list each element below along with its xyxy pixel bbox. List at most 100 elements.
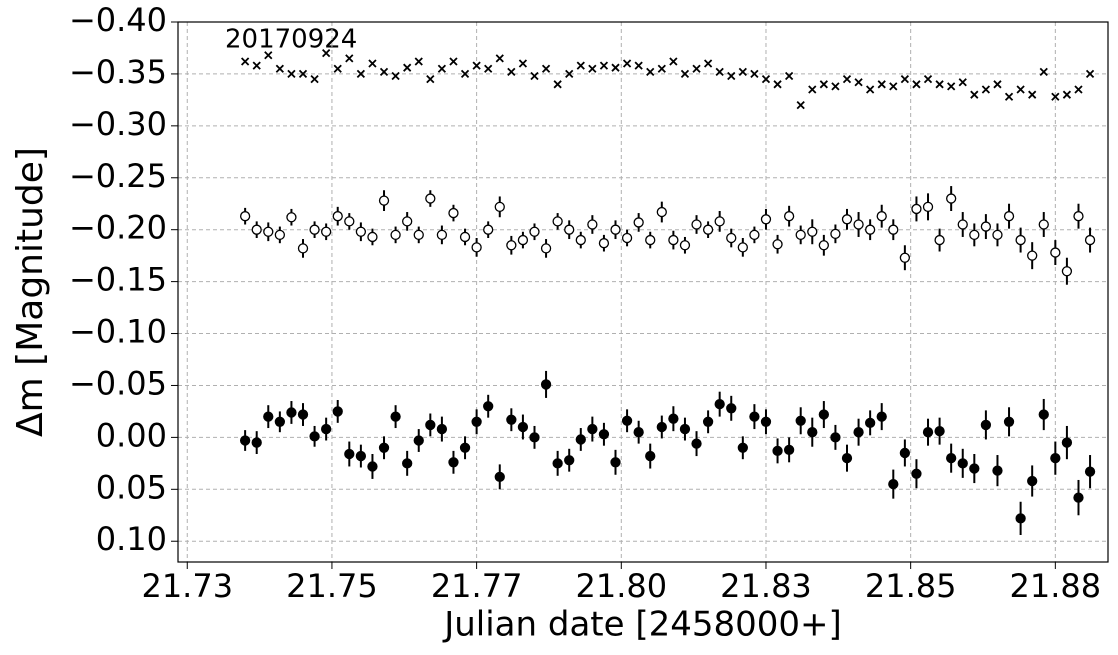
x-tick-label: 21.80 — [575, 567, 667, 605]
open-circle-marker — [760, 214, 772, 225]
x-axis-label: Julian date [2458000+] — [442, 605, 842, 645]
open-circle-marker — [633, 217, 644, 228]
circle-marker — [749, 411, 760, 422]
cross-marker — [669, 57, 678, 66]
circle-marker — [506, 414, 517, 425]
cross-marker — [947, 82, 956, 91]
cross-marker — [958, 78, 967, 87]
cross-marker — [356, 69, 366, 79]
open-circle-marker — [899, 252, 911, 263]
open-circle-marker — [749, 229, 760, 241]
cross-marker — [391, 71, 400, 81]
cross-marker — [622, 59, 632, 68]
cross-marker — [414, 57, 423, 66]
circle-marker — [633, 427, 644, 438]
open-circle-marker — [575, 234, 586, 246]
circle-marker — [922, 427, 934, 438]
cross-marker — [634, 61, 643, 70]
circle-marker — [564, 455, 575, 466]
cross-marker — [854, 78, 863, 87]
cross-marker — [287, 69, 296, 79]
cross-marker — [275, 64, 284, 73]
cross-marker — [472, 61, 481, 70]
open-circle-marker — [1038, 219, 1049, 230]
circle-marker — [621, 415, 633, 426]
open-circle-marker — [645, 234, 656, 246]
circle-marker — [1027, 475, 1038, 487]
circle-marker — [807, 427, 818, 438]
cross-marker — [1028, 90, 1037, 99]
circle-marker — [830, 432, 841, 443]
cross-marker — [1074, 85, 1083, 94]
cross-marker — [750, 69, 759, 79]
y-tick-label: −0.30 — [69, 105, 167, 143]
open-circle-marker — [830, 228, 841, 239]
cross-marker — [507, 67, 516, 76]
cross-marker — [1039, 67, 1048, 76]
open-circle-marker — [239, 211, 251, 222]
y-tick-label: −0.15 — [69, 261, 167, 299]
y-tick-label: 0.05 — [96, 468, 167, 506]
open-circle-marker — [957, 219, 968, 230]
open-circle-marker — [355, 226, 367, 237]
circle-marker — [795, 415, 806, 426]
cross-marker — [530, 71, 539, 81]
open-circle-marker — [517, 234, 529, 246]
circle-marker — [1038, 409, 1049, 420]
cross-marker — [784, 71, 794, 81]
cross-marker — [808, 85, 817, 94]
circle-marker — [668, 413, 679, 424]
open-circle-marker — [841, 214, 853, 225]
circle-marker — [969, 463, 980, 474]
cross-marker — [426, 74, 435, 84]
cross-marker — [333, 64, 342, 73]
cross-marker — [1085, 69, 1095, 79]
cross-marker — [912, 80, 921, 89]
cross-marker — [761, 74, 771, 84]
cross-marker — [599, 61, 609, 70]
circle-marker — [864, 417, 876, 428]
plot-frame — [177, 21, 1109, 563]
cross-marker — [773, 80, 782, 89]
cross-marker — [981, 85, 991, 94]
y-tick-label: −0.05 — [69, 364, 167, 402]
circle-marker — [239, 435, 251, 446]
open-circle-marker — [818, 240, 829, 251]
cross-marker — [541, 64, 551, 73]
circle-marker — [286, 407, 297, 418]
circle-marker — [425, 419, 436, 431]
circle-marker — [679, 423, 691, 435]
open-circle-marker — [1073, 211, 1084, 222]
open-circle-marker — [969, 229, 980, 241]
circle-marker — [714, 399, 725, 410]
open-circle-marker — [251, 224, 262, 235]
circle-marker — [1003, 416, 1015, 427]
x-tick-label: 21.88 — [1010, 567, 1102, 605]
open-circle-marker — [911, 203, 922, 215]
y-axis-label: Δm [Magnitude] — [10, 147, 51, 437]
cross-marker — [703, 59, 713, 68]
circle-marker — [934, 426, 945, 437]
open-circle-marker — [448, 207, 459, 219]
x-tick-label: 21.83 — [720, 567, 812, 605]
open-circle-marker — [540, 243, 552, 254]
circle-marker — [517, 421, 529, 433]
circle-marker — [702, 416, 714, 427]
open-circle-marker — [737, 242, 748, 253]
cross-marker — [831, 82, 840, 91]
open-circle-marker — [297, 243, 309, 254]
circle-marker — [471, 416, 482, 427]
cross-marker — [518, 59, 528, 68]
open-circle-marker — [309, 224, 320, 235]
cross-marker — [646, 67, 655, 76]
cross-marker — [889, 82, 898, 91]
y-tick-label: 0.10 — [96, 520, 167, 558]
open-circle-marker — [459, 231, 471, 243]
open-circle-marker — [714, 216, 725, 227]
open-circle-marker — [922, 201, 934, 212]
cross-marker — [345, 54, 354, 63]
cross-marker — [576, 61, 585, 70]
open-circle-marker — [390, 229, 401, 241]
circle-marker — [598, 429, 610, 440]
open-circle-marker — [274, 229, 286, 241]
